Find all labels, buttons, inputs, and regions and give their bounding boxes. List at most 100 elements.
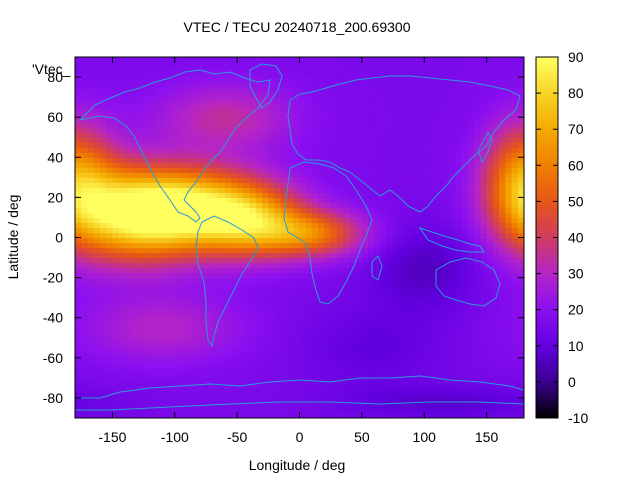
heatmap-cell xyxy=(324,217,332,224)
heatmap-cell xyxy=(224,217,232,224)
heatmap-cell xyxy=(405,332,413,339)
heatmap-cell xyxy=(442,412,450,418)
heatmap-cell xyxy=(199,372,207,379)
heatmap-cell xyxy=(181,387,188,394)
heatmap-cell xyxy=(305,177,313,183)
heatmap-cell xyxy=(417,252,425,259)
heatmap-cell xyxy=(411,192,419,198)
heatmap-cell xyxy=(492,187,500,193)
heatmap-cell xyxy=(499,242,506,249)
heatmap-cell xyxy=(486,407,494,414)
heatmap-cell xyxy=(405,237,413,244)
heatmap-cell xyxy=(349,152,357,158)
heatmap-cell xyxy=(262,387,269,394)
heatmap-cell xyxy=(243,117,251,123)
heatmap-cell xyxy=(436,137,444,143)
heatmap-cell xyxy=(205,227,213,234)
heatmap-cell xyxy=(99,207,107,214)
heatmap-cell xyxy=(243,367,251,374)
heatmap-cell xyxy=(230,152,238,158)
heatmap-cell xyxy=(149,292,157,299)
heatmap-cell xyxy=(486,362,494,369)
heatmap-cell xyxy=(343,237,350,244)
heatmap-cell xyxy=(143,207,151,214)
heatmap-cell xyxy=(249,252,257,259)
heatmap-cell xyxy=(131,317,138,324)
heatmap-cell xyxy=(474,322,481,329)
heatmap-cell xyxy=(486,357,494,364)
heatmap-cell xyxy=(249,237,257,244)
heatmap-cell xyxy=(305,82,313,88)
heatmap-cell xyxy=(230,137,238,143)
heatmap-cell xyxy=(237,127,244,133)
heatmap-cell xyxy=(118,307,126,314)
heatmap-cell xyxy=(199,412,207,418)
heatmap-cell xyxy=(311,57,319,63)
heatmap-cell xyxy=(411,82,419,88)
heatmap-cell xyxy=(455,252,463,259)
heatmap-cell xyxy=(380,197,388,203)
heatmap-cell xyxy=(449,92,457,98)
heatmap-cell xyxy=(212,242,220,249)
heatmap-cell xyxy=(162,312,170,319)
heatmap-cell xyxy=(380,262,388,269)
heatmap-cell xyxy=(343,412,350,418)
heatmap-cell xyxy=(324,267,332,274)
heatmap-cell xyxy=(156,77,163,83)
heatmap-cell xyxy=(442,402,450,409)
heatmap-cell xyxy=(75,117,82,123)
heatmap-cell xyxy=(268,397,276,404)
heatmap-cell xyxy=(262,327,269,334)
heatmap-cell xyxy=(112,327,120,334)
heatmap-cell xyxy=(149,397,157,404)
heatmap-cell xyxy=(486,107,494,113)
heatmap-cell xyxy=(467,82,475,88)
heatmap-cell xyxy=(237,287,244,294)
heatmap-cell xyxy=(81,137,89,143)
heatmap-cell xyxy=(299,362,307,369)
heatmap-cell xyxy=(486,87,494,93)
heatmap-cell xyxy=(249,277,257,284)
heatmap-cell xyxy=(305,167,313,173)
heatmap-cell xyxy=(87,407,95,414)
heatmap-cell xyxy=(212,62,220,68)
heatmap-cell xyxy=(168,332,176,339)
heatmap-cell xyxy=(311,182,319,188)
heatmap-cell xyxy=(224,377,232,384)
heatmap-cell xyxy=(299,257,307,264)
heatmap-cell xyxy=(124,402,132,409)
heatmap-cell xyxy=(349,347,357,354)
heatmap-cell xyxy=(156,332,163,339)
heatmap-cell xyxy=(436,382,444,389)
heatmap-cell xyxy=(106,167,114,173)
heatmap-cell xyxy=(399,357,407,364)
heatmap-cell xyxy=(199,262,207,269)
heatmap-cell xyxy=(417,392,425,399)
heatmap-cell xyxy=(124,232,132,239)
heatmap-cell xyxy=(455,62,463,68)
heatmap-cell xyxy=(505,302,513,309)
heatmap-cell xyxy=(156,307,163,314)
heatmap-cell xyxy=(224,337,232,344)
heatmap-cell xyxy=(380,292,388,299)
heatmap-cell xyxy=(374,357,382,364)
heatmap-cell xyxy=(299,72,307,78)
heatmap-cell xyxy=(486,397,494,404)
heatmap-cell xyxy=(193,217,201,224)
heatmap-cell xyxy=(505,392,513,399)
heatmap-cell xyxy=(386,67,394,73)
heatmap-cell xyxy=(93,207,101,214)
heatmap-cell xyxy=(386,107,394,113)
heatmap-cell xyxy=(386,227,394,234)
heatmap-cell xyxy=(343,82,350,88)
heatmap-cell xyxy=(424,127,432,133)
heatmap-cell xyxy=(467,102,475,108)
heatmap-cell xyxy=(255,177,263,183)
heatmap-cell xyxy=(505,362,513,369)
heatmap-cell xyxy=(131,242,138,249)
heatmap-cell xyxy=(386,312,394,319)
heatmap-cell xyxy=(430,152,438,158)
heatmap-cell xyxy=(131,247,138,254)
heatmap-cell xyxy=(199,172,207,178)
heatmap-cell xyxy=(417,237,425,244)
